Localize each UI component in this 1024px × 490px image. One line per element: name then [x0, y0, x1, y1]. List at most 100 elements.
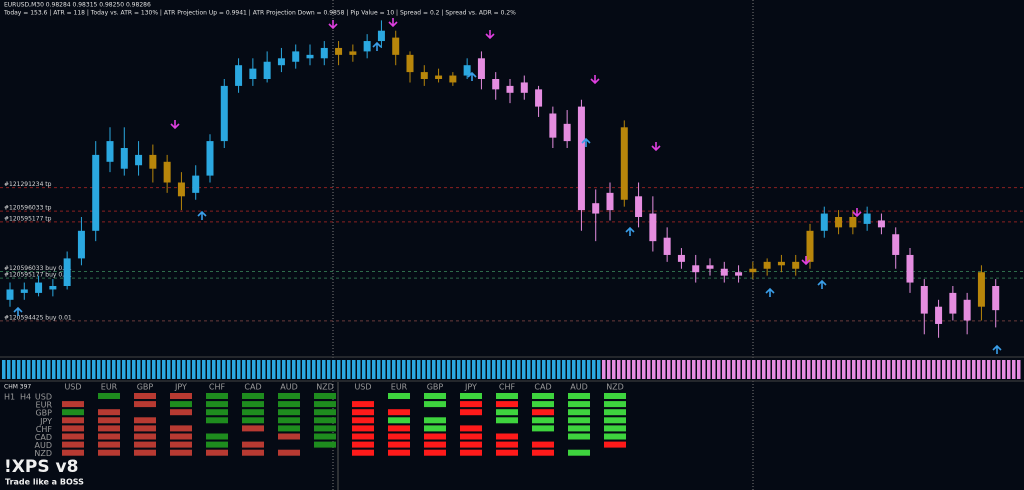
currency-column: EUR: [101, 383, 118, 392]
strength-cell: [352, 409, 374, 416]
strength-stripe: [367, 360, 371, 379]
strength-stripe: [337, 360, 341, 379]
candle-body: [120, 148, 128, 169]
strength-stripe: [432, 360, 436, 379]
buy-arrow: [625, 226, 635, 236]
strength-stripe: [922, 360, 926, 379]
sell-arrow: [801, 256, 811, 266]
strength-cell: [314, 417, 336, 424]
strength-stripe: [227, 360, 231, 379]
candle-body: [606, 192, 614, 211]
strength-cell: [98, 417, 120, 424]
strength-stripe: [842, 360, 846, 379]
candle-body: [506, 85, 514, 93]
strength-cell: [568, 433, 590, 440]
strength-stripe: [867, 360, 871, 379]
strength-cell: [532, 449, 554, 456]
strength-stripe: [107, 360, 111, 379]
strength-stripe: [862, 360, 866, 379]
strength-stripe: [377, 360, 381, 379]
candle-body: [549, 113, 557, 138]
currency-column: CAD: [244, 383, 261, 392]
candle-body: [106, 141, 114, 162]
strength-stripe: [752, 360, 756, 379]
strength-stripe: [202, 360, 206, 379]
currency-column: CHF: [209, 383, 226, 392]
candle-body: [963, 299, 971, 321]
strength-stripe: [892, 360, 896, 379]
strength-cell: [460, 441, 482, 448]
strength-cell: [352, 441, 374, 448]
strength-stripe: [42, 360, 46, 379]
candle-body: [706, 265, 714, 269]
candle-body: [906, 254, 914, 283]
strength-stripe: [252, 360, 256, 379]
strength-cell: [604, 401, 626, 408]
strength-stripe: [352, 360, 356, 379]
currency-column: EUR: [391, 383, 408, 392]
strength-stripe: [1007, 360, 1011, 379]
strength-cell: [62, 409, 84, 416]
strength-stripe: [587, 360, 591, 379]
strength-cell: [206, 449, 228, 456]
strength-stripe: [392, 360, 396, 379]
strength-cell: [424, 417, 446, 424]
strength-stripe: [487, 360, 491, 379]
strength-cell: [98, 409, 120, 416]
strength-stripe: [707, 360, 711, 379]
strength-cell: [98, 433, 120, 440]
strength-stripe: [827, 360, 831, 379]
strength-stripe: [427, 360, 431, 379]
candle-body: [749, 268, 757, 273]
strength-stripe: [887, 360, 891, 379]
currency-row: JPY: [39, 417, 52, 426]
strength-cell: [134, 433, 156, 440]
strength-stripe: [737, 360, 741, 379]
strength-cell: [568, 393, 590, 399]
strength-stripe: [697, 360, 701, 379]
strength-stripe: [492, 360, 496, 379]
candle-body: [206, 141, 214, 176]
strength-stripe: [817, 360, 821, 379]
strength-cell: [170, 425, 192, 432]
strength-stripe: [247, 360, 251, 379]
currency-column: CAD: [534, 383, 551, 392]
strength-stripe: [572, 360, 576, 379]
candle-body: [349, 51, 357, 55]
strength-cell: [424, 449, 446, 456]
strength-stripe: [142, 360, 146, 379]
strength-stripe: [407, 360, 411, 379]
strength-stripe: [232, 360, 236, 379]
symbol-line: EURUSD,M30 0.98284 0.98315 0.98250 0.982…: [4, 2, 151, 9]
strength-stripe: [567, 360, 571, 379]
strength-stripe: [162, 360, 166, 379]
candle-body: [920, 286, 928, 314]
candle-body: [6, 289, 14, 300]
strength-cell: [134, 393, 156, 399]
strength-stripe: [217, 360, 221, 379]
strength-cell: [62, 449, 84, 456]
currency-column: GBP: [137, 383, 154, 392]
strength-cell: [604, 393, 626, 399]
candle-body: [135, 154, 143, 166]
strength-stripe: [112, 360, 116, 379]
buy-arrow: [581, 137, 591, 147]
currency-row: CHF: [36, 425, 53, 434]
candle-body: [420, 72, 428, 79]
buy-arrow: [197, 210, 207, 220]
strength-cell: [532, 393, 554, 399]
strength-stripe: [592, 360, 596, 379]
strength-stripe: [622, 360, 626, 379]
h4-label: H4: [20, 393, 31, 402]
strength-stripe: [422, 360, 426, 379]
strength-stripe: [302, 360, 306, 379]
strength-stripe: [557, 360, 561, 379]
strength-stripe: [327, 360, 331, 379]
strength-stripe: [847, 360, 851, 379]
strength-cell: [496, 401, 518, 408]
strength-cell: [134, 425, 156, 432]
strength-cell: [424, 401, 446, 408]
strength-cell: [242, 393, 264, 399]
strength-stripe: [947, 360, 951, 379]
strength-cell: [278, 401, 300, 408]
